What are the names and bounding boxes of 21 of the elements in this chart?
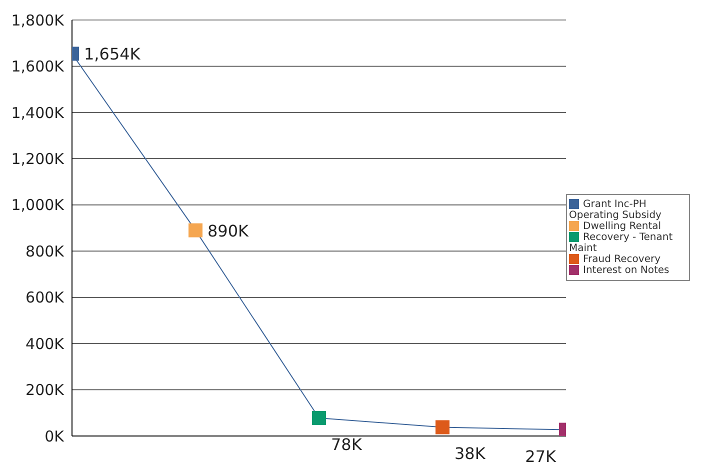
data-label: 38K [454,444,486,464]
y-tick-label: 800K [26,242,66,260]
y-tick-label: 1,200K [11,150,66,168]
y-tick-label: 1,600K [11,58,66,76]
y-tick-label: 1,400K [11,104,66,122]
data-label: 1,654K [84,44,141,64]
y-tick-label: 400K [26,334,66,353]
legend-label: Dwelling Rental [583,220,662,232]
legend-label: Interest on Notes [583,264,670,276]
legend-label: Recovery - Tenant Maint [569,232,673,254]
y-tick-label: 600K [26,288,66,307]
data-label: 78K [331,434,362,454]
y-tick-label: 1,000K [11,196,66,214]
point [312,410,326,425]
y-tick-label: 200K [26,381,66,400]
y-tick-label: 1,800K [11,11,66,30]
data-label: 890K [208,221,250,240]
legend-label: Fraud Recovery [583,254,660,264]
y-tick-label: 0K [44,427,66,446]
data-label: 27K [525,446,556,466]
legend-label: Grant Inc-PH Operating Subsidy [569,198,662,220]
